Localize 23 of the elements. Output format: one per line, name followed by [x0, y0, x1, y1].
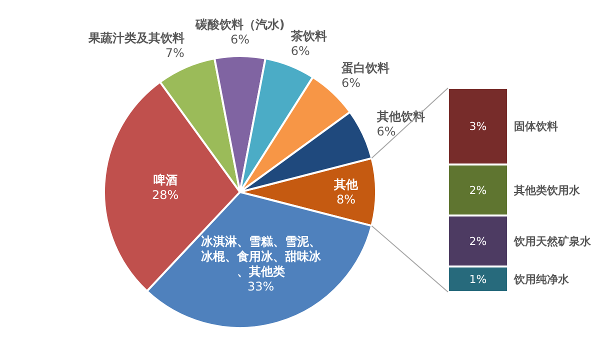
data-label: 8% — [336, 192, 356, 207]
slice-label: 蛋白饮料 — [340, 61, 390, 76]
data-label: 1% — [469, 273, 487, 286]
data-label: 3% — [469, 120, 487, 134]
slice-label: 其他 — [333, 178, 360, 192]
slice-label: 啤酒 — [153, 173, 178, 188]
data-label: 2% — [469, 234, 487, 248]
data-label: 28% — [152, 188, 179, 202]
data-label: 6% — [376, 124, 396, 139]
slice-label: 果蔬汁类及其饮料 — [87, 30, 184, 45]
series-label: 饮用天然矿泉水 — [513, 234, 592, 248]
series-label: 固体饮料 — [514, 120, 558, 134]
data-label: 2% — [469, 184, 487, 197]
data-label: 6% — [230, 32, 250, 47]
slice-label: 碳酸饮料（汽水) — [194, 18, 285, 32]
data-label: 33% — [248, 280, 274, 294]
data-label: 6% — [342, 76, 361, 90]
series-label: 其他类饮用水 — [513, 184, 581, 197]
data-label: 7% — [165, 46, 184, 60]
series-label: 饮用纯净水 — [513, 273, 570, 286]
slice-label: 冰淇淋、雪糕、雪泥、冰棍、食用冰、甜味冰、其他类 — [200, 234, 322, 279]
slice-label: 茶饮料 — [290, 28, 327, 43]
data-label: 6% — [290, 44, 310, 58]
